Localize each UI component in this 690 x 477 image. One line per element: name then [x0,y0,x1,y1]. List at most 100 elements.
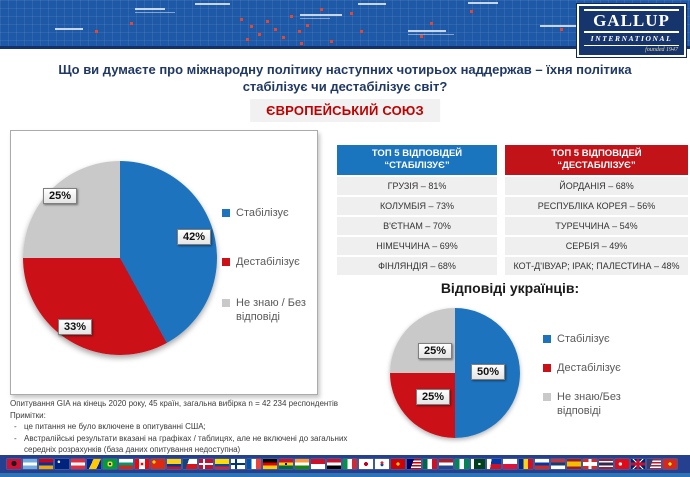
flag-brazil-icon [103,459,117,469]
table-row: ЙОРДАНІЯ – 68% [505,177,688,195]
flag-united-states-icon [647,459,661,469]
table-header-line: ТОП 5 ВІДПОВІДЕЙ [551,148,642,159]
map-text-speck [468,2,498,4]
flag-japan-icon [359,459,373,469]
map-text-speck [408,34,454,35]
map-text-speck [300,14,342,16]
flag-albania-icon [7,459,21,469]
member-flags-bar [0,455,690,477]
flag-indonesia-icon [311,459,325,469]
table-header-line: ТОП 5 ВІДПОВІДЕЙ [371,148,463,159]
table-row: КОЛУМБІЯ – 73% [337,197,497,215]
logo-wordmark: GALLUP [584,9,679,33]
legend-label: Стабілізує [557,333,610,345]
eu-pie-chart [23,161,217,355]
table-row: В'ЄТНАМ – 70% [337,217,497,235]
flag-russia-icon [535,459,549,469]
map-text-speck [408,30,446,32]
table-header-line: “СТАБІЛІЗУЄ” [384,160,450,171]
flag-colombia-icon [167,459,181,469]
map-text-speck [300,18,330,19]
bullet-dash: - [14,422,17,431]
flag-vietnam-icon [663,459,677,469]
survey-question-line2: стабілізує чи дестабілізує світ? [242,79,448,94]
flag-mexico-icon [423,459,437,469]
flag-poland-icon [503,459,517,469]
table-row: ТУРЕЧЧИНА – 54% [505,217,688,235]
ukrainian-answers-heading: Відповіді українців: [440,280,580,296]
legend-color-marker [543,335,551,343]
flag-thailand-icon [599,459,613,469]
footnote-bullet-2-text: Австралійські результати вказані на граф… [24,433,348,455]
flag-czech-republic-icon [183,459,197,469]
logo-founded-text: founded 1947 [645,47,678,53]
table-row: НІМЕЧЧИНА – 69% [337,237,497,255]
legend-label: Дестабілізує [557,362,621,374]
table-row: ФІНЛЯНДІЯ – 68% [337,257,497,275]
flag-spain-icon [567,459,581,469]
map-text-speck [358,3,386,5]
legend-item: Не знаю/Без відповіді [543,390,649,418]
flag-austria-icon [71,459,85,469]
map-grid-decoration [0,0,690,49]
flag-nigeria-icon [455,459,469,469]
map-text-speck [540,25,580,27]
footnote-notes-label: Примітки: [10,410,46,420]
table-header: ТОП 5 ВІДПОВІДЕЙ “СТАБІЛІЗУЄ” [337,145,497,175]
flag-philippines-icon [487,459,501,469]
flag-north-macedonia-icon [391,459,405,469]
table-row: КОТ-Д'ІВУАР; ІРАК; ПАЛЕСТИНА – 48% [505,257,688,275]
footnote-survey-info: Опитування GIA на кінець 2020 року, 45 к… [10,399,338,408]
bullet-dash: - [14,433,17,443]
table-row: ГРУЗІЯ – 81% [337,177,497,195]
flag-china-icon [151,459,165,469]
footnote-bullet-1-text: це питання не було включене в опитуванні… [24,422,206,431]
flag-ecuador-icon [215,459,229,469]
flag-turkey-icon [615,459,629,469]
table-header-line: “ДЕСТАБІЛІЗУЄ” [557,160,636,171]
flag-denmark-icon [199,459,213,469]
map-text-speck [135,12,175,13]
footnote-bullet-1: - це питання не було включене в опитуван… [10,421,358,433]
top5-stabilize-table: ТОП 5 ВІДПОВІДЕЙ “СТАБІЛІЗУЄ” ГРУЗІЯ – 81%… [337,145,497,275]
flag-romania-icon [519,459,533,469]
flag-south-korea-icon [375,459,389,469]
flag-bulgaria-icon [119,459,133,469]
flag-malaysia-icon [407,459,421,469]
table-header: ТОП 5 ВІДПОВІДЕЙ “ДЕСТАБІЛІЗУЄ” [505,145,688,175]
map-dots-decoration [0,0,3,3]
flag-serbia-icon [551,459,565,469]
table-row: СЕРБІЯ – 49% [505,237,688,255]
flag-netherlands-icon [439,459,453,469]
flags-bar-bottom-strip [0,473,690,477]
flag-united-kingdom-icon [631,459,645,469]
ukrainian-pie-chart [390,308,520,438]
legend-item: Стабілізує [543,332,649,346]
legend-color-marker [543,364,551,372]
flag-canada-icon [135,459,149,469]
world-map-banner [0,0,690,49]
flag-ghana-icon [279,459,293,469]
flag-switzerland-icon [583,459,597,469]
map-text-speck [135,8,165,10]
flag-australia-icon [55,459,69,469]
legend-item: Дестабілізує [543,361,649,375]
flag-bosnia-icon [87,459,101,469]
flag-armenia-icon [39,459,53,469]
table-row: РЕСПУБЛІКА КОРЕЯ – 56% [505,197,688,215]
legend-label: Не знаю/Без відповіді [557,391,621,417]
legend-color-marker [543,393,551,401]
survey-question-line1: Що ви думаєте про міжнародну політику на… [58,62,632,77]
map-text-speck [55,28,83,30]
flag-france-icon [247,459,261,469]
banner-bottom-strip [0,46,690,49]
flag-italy-icon [343,459,357,469]
flag-india-icon [295,459,309,469]
flag-finland-icon [231,459,245,469]
map-text-speck [195,3,230,5]
eu-badge: ЄВРОПЕЙСЬКИЙ СОЮЗ [250,99,440,122]
gallup-international-logo: GALLUP INTERNATIONAL founded 1947 [577,4,686,57]
flag-pakistan-icon [471,459,485,469]
footnotes: Опитування GIA на кінець 2020 року, 45 к… [10,398,358,456]
